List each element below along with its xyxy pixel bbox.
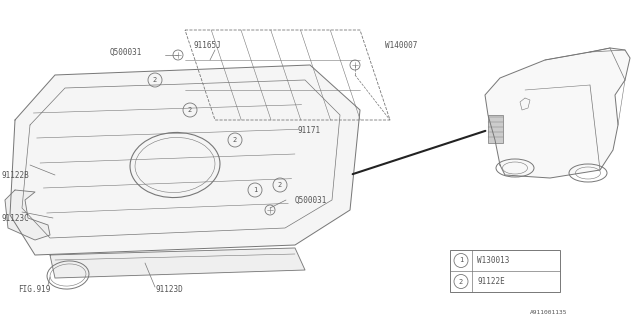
- Polygon shape: [5, 190, 50, 240]
- Text: Q500031: Q500031: [295, 196, 328, 204]
- Bar: [488, 115, 503, 143]
- Text: 1: 1: [253, 187, 257, 193]
- Text: 91123D: 91123D: [155, 285, 183, 294]
- Text: Q500031: Q500031: [110, 47, 142, 57]
- Text: FIG.919: FIG.919: [18, 285, 51, 294]
- Text: 2: 2: [459, 278, 463, 284]
- Text: 91165J: 91165J: [193, 41, 221, 50]
- Text: 91171: 91171: [298, 125, 321, 134]
- Text: 91123C: 91123C: [2, 213, 29, 222]
- Polygon shape: [485, 48, 630, 178]
- Polygon shape: [50, 248, 305, 278]
- Text: 2: 2: [153, 77, 157, 83]
- Text: W130013: W130013: [477, 256, 509, 265]
- Text: 91122B: 91122B: [2, 171, 29, 180]
- Polygon shape: [10, 65, 360, 255]
- Text: 2: 2: [233, 137, 237, 143]
- Text: 1: 1: [459, 258, 463, 263]
- Text: W140007: W140007: [385, 41, 417, 50]
- Text: 2: 2: [188, 107, 192, 113]
- Bar: [450, 250, 560, 292]
- Text: 91122E: 91122E: [477, 277, 505, 286]
- Text: 2: 2: [278, 182, 282, 188]
- Text: A911001135: A911001135: [530, 309, 568, 315]
